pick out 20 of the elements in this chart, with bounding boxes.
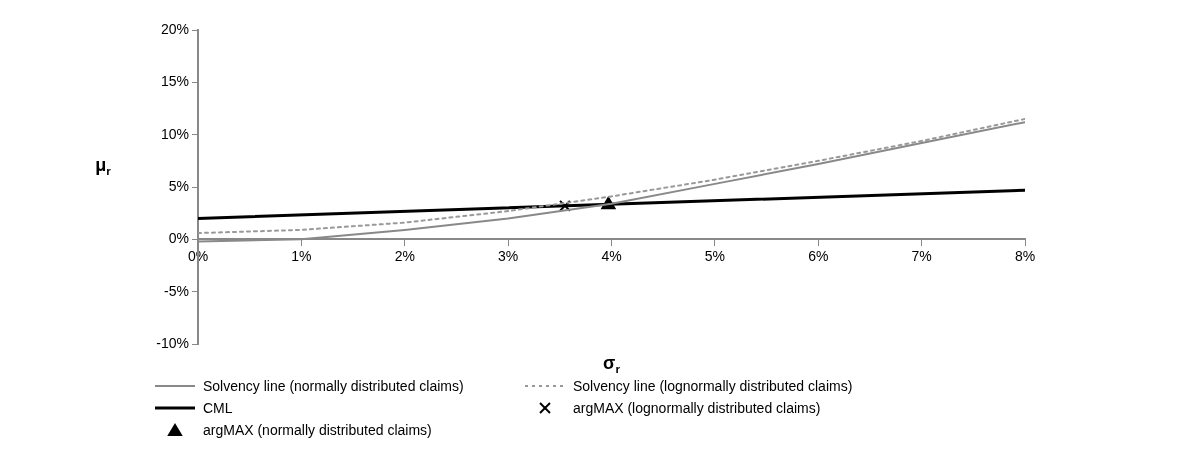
x-tick-label: 2% bbox=[394, 247, 415, 264]
y-tick-label: 5% bbox=[168, 177, 189, 194]
legend-label: CML bbox=[203, 400, 233, 416]
legend-label: argMAX (lognormally distributed claims) bbox=[573, 400, 821, 416]
x-tick-label: 6% bbox=[808, 247, 829, 264]
x-tick-label: 7% bbox=[911, 247, 932, 264]
x-tick-label: 1% bbox=[291, 247, 312, 264]
y-tick-label: 10% bbox=[160, 125, 189, 142]
y-tick-label: -10% bbox=[156, 334, 189, 351]
y-tick-label: 0% bbox=[168, 230, 189, 247]
x-tick-label: 8% bbox=[1014, 247, 1036, 264]
legend-label: Solvency line (normally distributed claims) bbox=[203, 378, 464, 394]
legend-label: argMAX (normally distributed claims) bbox=[203, 422, 432, 438]
x-tick-label: 5% bbox=[704, 247, 725, 264]
y-tick-label: 20% bbox=[160, 20, 189, 37]
y-tick-label: -5% bbox=[164, 282, 189, 299]
y-tick-label: 15% bbox=[160, 73, 189, 90]
x-tick-label: 3% bbox=[498, 247, 519, 264]
legend-label: Solvency line (lognormally distributed claims) bbox=[573, 378, 853, 394]
x-tick-label: 4% bbox=[601, 247, 622, 264]
